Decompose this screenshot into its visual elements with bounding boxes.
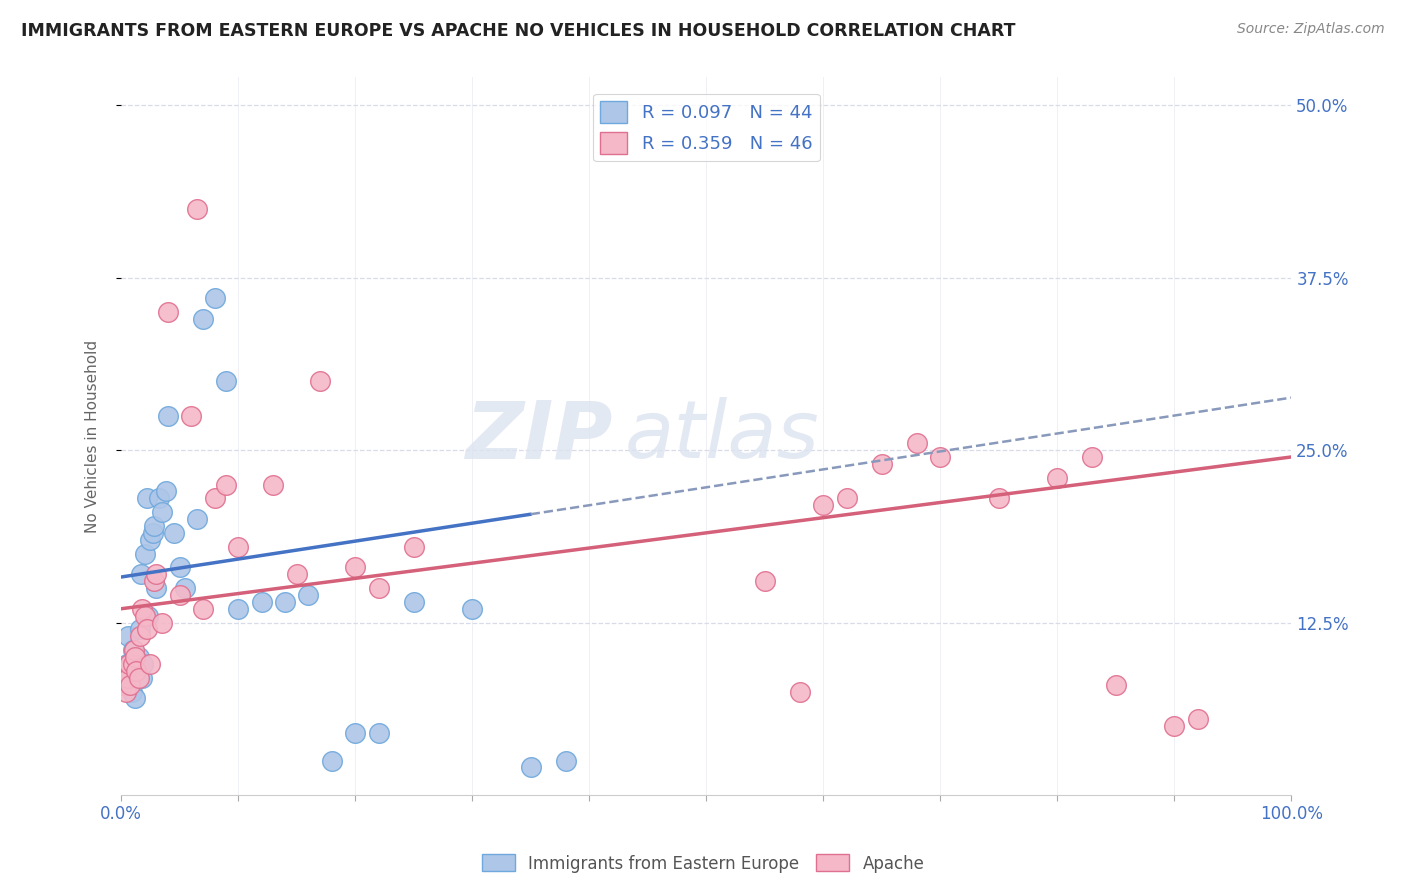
Point [128, 623, 150, 637]
Point [155, 484, 177, 499]
Point [215, 374, 238, 388]
Point [142, 525, 165, 540]
Point [905, 436, 928, 450]
Point [163, 525, 186, 540]
Point [987, 491, 1010, 506]
Point [121, 657, 143, 671]
Text: ZIP: ZIP [465, 397, 613, 475]
Point [129, 567, 152, 582]
Point [121, 684, 143, 698]
Text: atlas: atlas [624, 397, 820, 475]
Point [186, 202, 208, 216]
Text: Source: ZipAtlas.com: Source: ZipAtlas.com [1237, 22, 1385, 37]
Point [215, 477, 238, 491]
Point [321, 754, 343, 768]
Point [150, 505, 173, 519]
Point [114, 684, 136, 698]
Point [122, 643, 145, 657]
Point [135, 491, 157, 506]
Point [134, 547, 156, 561]
Point [142, 519, 165, 533]
Point [367, 581, 389, 595]
Point [204, 491, 226, 506]
Point [835, 491, 858, 506]
Y-axis label: No Vehicles in Household: No Vehicles in Household [86, 340, 100, 533]
Point [156, 409, 179, 423]
Point [128, 671, 150, 685]
Point [124, 650, 146, 665]
Point [132, 657, 155, 671]
Point [191, 312, 214, 326]
Point [114, 671, 136, 685]
Point [112, 678, 135, 692]
Point [136, 608, 159, 623]
Point [226, 601, 249, 615]
Point [344, 560, 367, 574]
Point [120, 678, 142, 692]
Point [250, 595, 273, 609]
Point [156, 305, 179, 319]
Point [114, 664, 136, 678]
Point [402, 540, 425, 554]
Point [128, 629, 150, 643]
Point [124, 691, 146, 706]
Point [142, 574, 165, 589]
Point [180, 409, 202, 423]
Point [134, 608, 156, 623]
Point [1081, 450, 1104, 464]
Point [125, 664, 148, 678]
Point [262, 477, 284, 491]
Point [169, 560, 191, 574]
Point [204, 291, 226, 305]
Point [122, 671, 145, 685]
Point [112, 664, 135, 678]
Point [226, 540, 249, 554]
Point [1163, 719, 1185, 733]
Point [145, 581, 167, 595]
Point [117, 629, 139, 643]
Point [148, 491, 170, 506]
Point [285, 567, 308, 582]
Text: IMMIGRANTS FROM EASTERN EUROPE VS APACHE NO VEHICLES IN HOUSEHOLD CORRELATION CH: IMMIGRANTS FROM EASTERN EUROPE VS APACHE… [21, 22, 1015, 40]
Point [139, 657, 162, 671]
Point [870, 457, 893, 471]
Point [128, 650, 150, 665]
Point [191, 601, 214, 615]
Point [789, 684, 811, 698]
Point [118, 657, 141, 671]
Point [135, 623, 157, 637]
Point [1105, 678, 1128, 692]
Point [121, 643, 143, 657]
Point [344, 726, 367, 740]
Point [274, 595, 297, 609]
Point [461, 601, 484, 615]
Point [120, 678, 142, 692]
Point [186, 512, 208, 526]
Point [174, 581, 197, 595]
Legend: R = 0.097   N = 44, R = 0.359   N = 46: R = 0.097 N = 44, R = 0.359 N = 46 [593, 94, 820, 161]
Point [402, 595, 425, 609]
Point [117, 671, 139, 685]
Point [145, 567, 167, 582]
Point [1046, 470, 1069, 484]
Point [297, 588, 319, 602]
Point [169, 588, 191, 602]
Point [139, 533, 162, 547]
Point [131, 601, 153, 615]
Point [813, 498, 835, 512]
Point [1187, 712, 1209, 726]
Point [519, 760, 541, 774]
Point [115, 657, 138, 671]
Legend: Immigrants from Eastern Europe, Apache: Immigrants from Eastern Europe, Apache [475, 847, 931, 880]
Point [150, 615, 173, 630]
Point [754, 574, 776, 589]
Point [309, 374, 332, 388]
Point [367, 726, 389, 740]
Point [125, 664, 148, 678]
Point [554, 754, 576, 768]
Point [929, 450, 952, 464]
Point [131, 671, 153, 685]
